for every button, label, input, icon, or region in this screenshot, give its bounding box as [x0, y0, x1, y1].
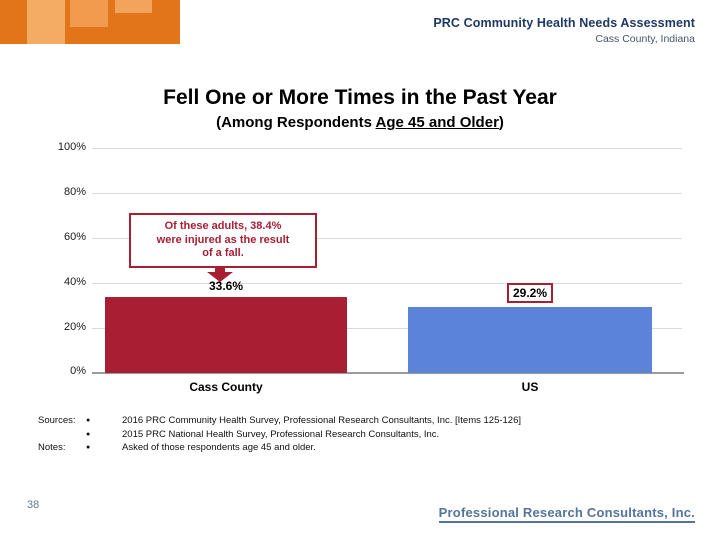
bar-us	[408, 307, 652, 373]
banner-orange-block-small	[115, 0, 152, 13]
bullet-icon: ●	[86, 444, 91, 451]
y-tick-80: 80%	[63, 186, 86, 198]
bullet-icon: ●	[86, 417, 91, 424]
bar-value-cass-county: 33.6%	[208, 279, 244, 294]
callout-line-1: Of these adults, 38.4%	[164, 220, 282, 232]
slide-title: Fell One or More Times in the Past Year	[163, 86, 557, 109]
report-location: Cass County, Indiana	[595, 33, 695, 45]
y-tick-60: 60%	[63, 231, 86, 243]
page-number: 38	[27, 499, 40, 511]
gridline-60	[92, 238, 682, 239]
gridline-20	[92, 328, 682, 329]
subtitle-prefix: (Among Respondents	[216, 114, 376, 131]
gridline-80	[92, 193, 682, 194]
slide-subtitle: (Among Respondents Age 45 and Older)	[0, 114, 720, 131]
gridline-40	[92, 283, 682, 284]
bar-value-us: 29.2%	[506, 283, 554, 304]
prc-logo: Professional Research Consultants, Inc.	[438, 505, 695, 523]
bar-group-us: 29.2%	[408, 148, 652, 373]
gridline-100	[92, 148, 682, 149]
down-arrow-icon	[207, 266, 233, 282]
notes-label: Notes:	[38, 442, 66, 453]
y-tick-0: 0%	[70, 365, 86, 377]
y-tick-40: 40%	[63, 276, 86, 288]
bar-group-cass-county: 33.6%	[105, 148, 347, 373]
header: PRC Community Health Needs Assessment Ca…	[433, 16, 695, 45]
bullet-icon: ●	[86, 430, 91, 438]
sources-label: Sources:	[38, 415, 76, 426]
callout-box: Of these adults, 38.4% were injured as t…	[129, 213, 317, 268]
x-axis-baseline	[92, 372, 684, 374]
source-item-1: 2016 PRC Community Health Survey, Profes…	[122, 415, 522, 426]
footnotes: Sources: ● 2016 PRC Community Health Sur…	[38, 414, 688, 455]
source-item-2: 2015 PRC National Health Survey, Profess…	[122, 428, 440, 440]
subtitle-underlined: Age 45 and Older	[375, 114, 499, 131]
note-item-1: Asked of those respondents age 45 and ol…	[122, 442, 316, 453]
subtitle-suffix: )	[498, 114, 504, 131]
callout-line-3: of a fall.	[202, 247, 244, 259]
y-tick-100: 100%	[57, 141, 86, 153]
banner-orange-block-mid	[70, 0, 108, 27]
y-tick-20: 20%	[63, 321, 86, 333]
x-label-cass-county: Cass County	[189, 380, 263, 394]
x-label-us: US	[521, 380, 539, 394]
bar-cass-county	[105, 297, 347, 373]
report-title: PRC Community Health Needs Assessment	[433, 16, 695, 30]
sources-label-spacer	[38, 428, 86, 442]
banner-orange-block-light	[27, 0, 65, 44]
callout-line-2: were injured as the result	[156, 233, 290, 246]
